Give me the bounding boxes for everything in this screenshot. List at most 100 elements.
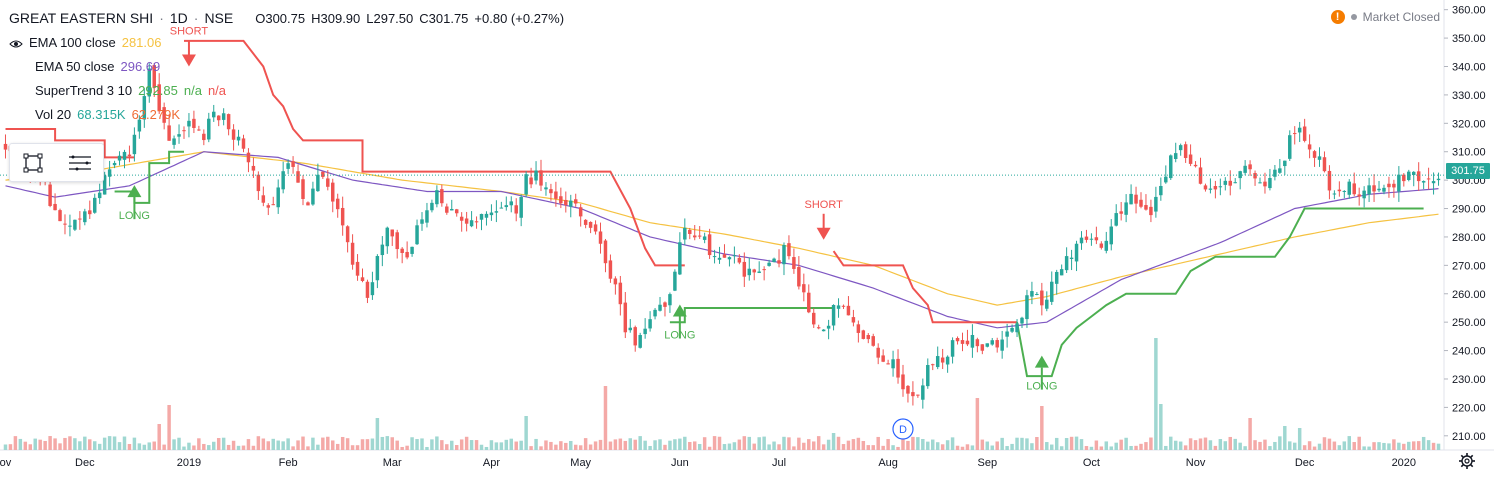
gear-icon[interactable] (1458, 452, 1476, 470)
candle-body (335, 198, 340, 210)
candle-body (1283, 160, 1287, 167)
indicator-value: 296.69 (120, 58, 161, 74)
indicator-label: Vol 20 (35, 106, 72, 122)
legend-ema100[interactable]: EMA 100 close 281.06 (9, 30, 564, 54)
volume-bar (1407, 441, 1411, 450)
indicator-value-2: 62.279K (131, 106, 181, 122)
volume-bar (221, 437, 226, 450)
volume-bar (370, 438, 375, 450)
volume-bar (405, 445, 409, 450)
volume-bar (1099, 446, 1104, 450)
candle-body (122, 151, 127, 160)
volume-bar (1362, 446, 1366, 450)
volume-bar (544, 440, 548, 450)
volume-bar (375, 418, 380, 450)
volume-bar (78, 441, 82, 450)
select-tool-button[interactable] (18, 149, 48, 177)
candle-body (1327, 170, 1332, 191)
candle-body (1302, 126, 1307, 141)
volume-bar (1094, 440, 1099, 450)
candle-body (787, 243, 791, 257)
warning-icon[interactable]: ! (1330, 10, 1345, 24)
candle-body (573, 199, 578, 204)
volume-bar (18, 438, 23, 450)
candle-body (1407, 171, 1411, 180)
volume-bar (767, 444, 771, 450)
supertrend-line (832, 250, 1017, 324)
volume-bar (742, 436, 747, 450)
legend-volume[interactable]: Vol 20 68.315K 62.279K (9, 102, 564, 126)
volume-bar (846, 440, 851, 450)
volume-bar (1124, 437, 1128, 450)
candle-body (757, 271, 761, 273)
market-status-text: Market Closed (1362, 10, 1440, 24)
y-tick-label: 330.00 (1452, 90, 1486, 102)
volume-bar (1159, 404, 1163, 450)
volume-bar (955, 445, 960, 450)
volume-bar (578, 445, 583, 450)
interval[interactable]: 1D (169, 10, 188, 26)
volume-bar (117, 442, 122, 450)
candle-body (1134, 194, 1138, 204)
volume-bar (638, 436, 642, 450)
volume-bar (236, 445, 241, 450)
volume-bar (48, 436, 52, 450)
x-tick-label: Jul (772, 457, 786, 469)
volume-bar (1134, 445, 1138, 450)
legend-ema50[interactable]: EMA 50 close 296.69 (9, 54, 564, 78)
candle-body (643, 328, 647, 335)
candle-body (608, 260, 613, 279)
drawing-toolbox[interactable] (9, 143, 104, 182)
x-tick-label: 2019 (177, 457, 201, 469)
candle-body (192, 118, 196, 128)
volume-bar (102, 437, 107, 450)
candle-body (127, 154, 132, 157)
eye-icon[interactable] (9, 37, 23, 48)
candle-body (921, 385, 925, 400)
list-tool-button[interactable] (65, 149, 95, 177)
volume-bar (807, 439, 811, 450)
candle-body (3, 143, 8, 150)
candle-body (405, 251, 409, 258)
volume-bar (1258, 441, 1262, 450)
candle-body (618, 282, 623, 305)
low-value: L297.50 (366, 10, 414, 26)
market-status[interactable]: ! Market Closed (1330, 10, 1440, 24)
candle-body (668, 294, 672, 306)
candle-body (975, 339, 980, 347)
volume-bar (83, 436, 87, 450)
candle-body (1025, 295, 1029, 320)
candle-body (430, 202, 434, 211)
volume-bar (1248, 418, 1252, 450)
volume-bar (777, 444, 781, 450)
candle-body (246, 152, 251, 163)
volume-bar (856, 437, 861, 450)
volume-bar (147, 442, 152, 450)
candle-body (678, 242, 682, 275)
candle-body (846, 305, 851, 316)
candle-body (752, 269, 756, 273)
candle-body (707, 234, 712, 256)
volume-bar (554, 444, 558, 450)
legend-supertrend[interactable]: SuperTrend 3 10 292.85 n/a n/a (9, 78, 564, 102)
candle-body (1416, 171, 1421, 182)
volume-bar (177, 437, 181, 450)
volume-bar (1253, 440, 1257, 450)
volume-bar (1069, 436, 1074, 450)
candle-body (886, 363, 890, 365)
volume-bar (1317, 443, 1322, 450)
volume-bar (1283, 426, 1287, 450)
volume-bar (1278, 436, 1282, 450)
symbol-name[interactable]: GREAT EASTERN SHI (9, 10, 154, 26)
candle-body (1059, 269, 1064, 276)
candle-body (499, 207, 504, 209)
volume-bar (732, 442, 737, 450)
volume-bar (1426, 440, 1431, 450)
x-tick-label: May (570, 457, 591, 469)
candle-body (1089, 238, 1094, 240)
candle-body (326, 178, 330, 187)
volume-bar (400, 446, 404, 450)
volume-bar (514, 441, 518, 450)
